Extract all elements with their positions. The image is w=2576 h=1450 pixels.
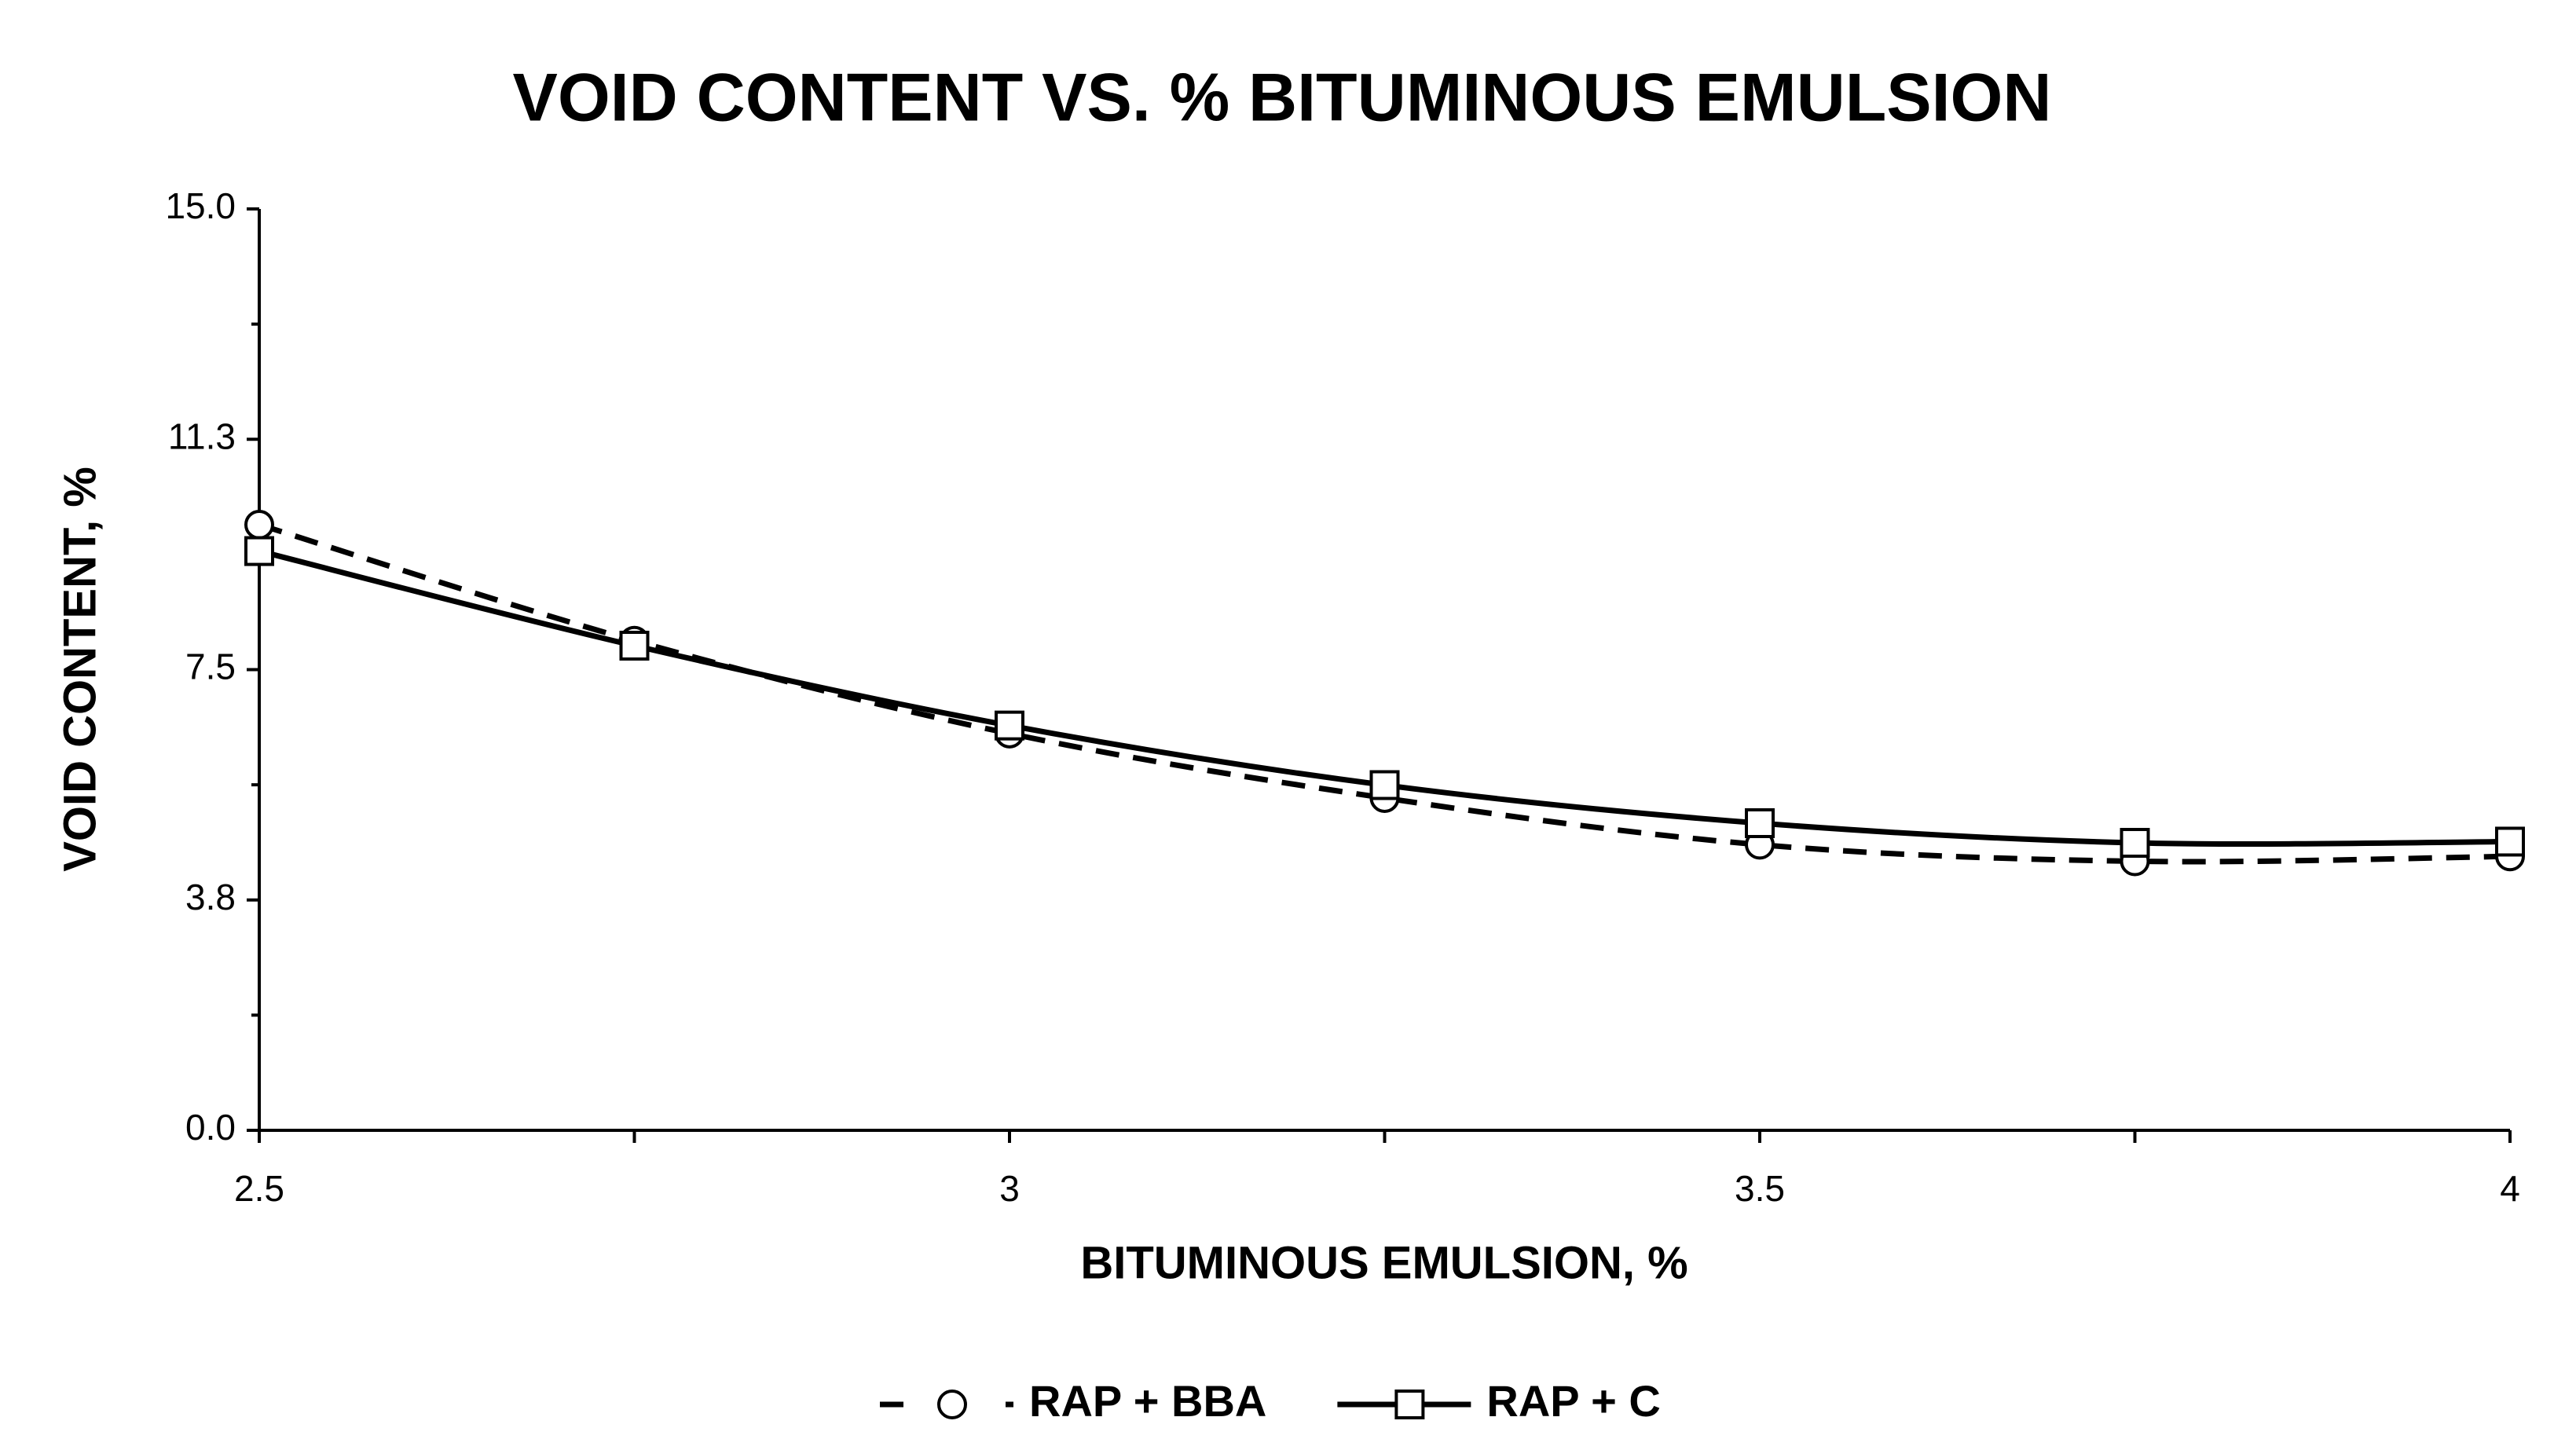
data-point xyxy=(244,536,274,566)
y-axis-title: VOID CONTENT, % xyxy=(54,467,105,872)
data-point xyxy=(1369,770,1400,800)
y-tick-label: 15.0 xyxy=(165,185,236,226)
y-tick-label: 11.3 xyxy=(168,416,236,456)
data-point xyxy=(1745,808,1775,838)
y-tick-label: 7.5 xyxy=(185,646,236,687)
legend-marker xyxy=(1394,1390,1425,1419)
data-point xyxy=(995,710,1024,741)
legend-label: RAP + C xyxy=(1486,1376,1660,1426)
y-tick-label: 0.0 xyxy=(185,1107,236,1148)
data-point xyxy=(2495,826,2525,857)
legend-label: RAP + BBA xyxy=(1029,1376,1266,1426)
x-axis-title: BITUMINOUS EMULSION, % xyxy=(1080,1237,1687,1288)
legend-marker xyxy=(937,1390,967,1419)
x-tick-label: 2.5 xyxy=(234,1168,284,1209)
data-point xyxy=(2120,828,2150,859)
data-point xyxy=(244,509,274,540)
x-tick-label: 4 xyxy=(2500,1168,2520,1209)
x-tick-label: 3 xyxy=(999,1168,1020,1209)
chart-title: VOID CONTENT VS. % BITUMINOUS EMULSION xyxy=(513,60,2052,136)
data-point xyxy=(619,631,650,661)
x-tick-label: 3.5 xyxy=(1735,1168,1785,1209)
y-tick-label: 3.8 xyxy=(185,877,236,917)
